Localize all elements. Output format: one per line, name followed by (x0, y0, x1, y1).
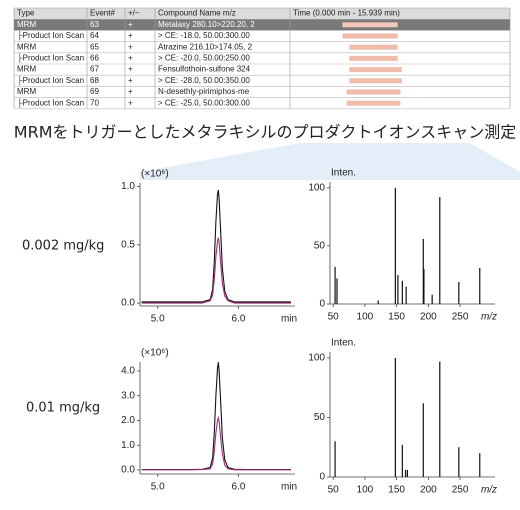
table-cell: 66 (90, 54, 99, 63)
x-axis-label: min (281, 482, 297, 493)
y-tick-label: 4.0 (121, 366, 135, 377)
table-cell: Atrazine 216.10>174.05, 2 (158, 42, 253, 51)
time-window-bar (342, 22, 398, 28)
row-label: 0.01 mg/kg (26, 401, 100, 416)
x-tick-label: 150 (388, 312, 405, 323)
table-header: Type (17, 9, 35, 18)
table-header: Event# (90, 9, 115, 18)
time-window-bar (346, 100, 401, 106)
x-tick-label: 100 (357, 485, 374, 496)
x-tick-label: 6.0 (232, 314, 246, 325)
x-tick-label: 150 (388, 485, 405, 496)
x-tick-label: 5.0 (151, 314, 165, 325)
table-cell: ├Product Ion Scan (17, 53, 84, 64)
table-cell: ├Product Ion Scan (17, 97, 84, 108)
table-cell: + (128, 42, 133, 51)
x-tick-label: 200 (420, 312, 437, 323)
table-cell: Fensulfothoin-sulfone 324 (158, 65, 251, 74)
time-window-bar (349, 78, 402, 84)
x-axis-label: m/z (481, 312, 497, 323)
table-cell: 67 (90, 65, 99, 74)
x-tick-label: 6.0 (232, 482, 246, 493)
table-cell: > CE: -28.0, 50.00:350.00 (158, 76, 250, 85)
y-tick-label: 100 (308, 182, 325, 193)
selected-row (14, 19, 510, 31)
x-tick-label: 5.0 (151, 482, 165, 493)
x-tick-label: 250 (452, 485, 469, 496)
table-cell: 70 (90, 98, 99, 107)
y-tick-label: 100 (308, 353, 325, 364)
x-tick-label: 50 (328, 485, 340, 496)
x-axis-label: min (281, 314, 297, 325)
table-cell: 63 (90, 20, 99, 29)
table-header: +/− (128, 9, 140, 18)
table-cell: > CE: -18.0, 50.00:300.00 (158, 31, 250, 40)
table-cell: ├Product Ion Scan (17, 75, 84, 86)
table-cell: + (128, 20, 133, 29)
y-tick-label: 0.5 (121, 239, 135, 250)
time-window-bar (346, 89, 401, 95)
y-tick-label: 3.0 (121, 390, 135, 401)
table-cell: + (128, 98, 133, 107)
row-label: 0.002 mg/kg (22, 239, 104, 254)
trace (141, 237, 291, 304)
time-window-bar (349, 55, 398, 61)
table-cell: Metalaxy 280.10>220.20, 2 (158, 20, 255, 29)
time-window-bar (342, 33, 398, 39)
y-tick-label: 1.0 (121, 181, 135, 192)
y-tick-label: 0.0 (121, 465, 135, 476)
x-axis-label: m/z (481, 485, 497, 496)
table-cell: > CE: -25.0, 50.00:300.00 (158, 98, 250, 107)
table-cell: + (128, 76, 133, 85)
y-tick-label: 50 (314, 241, 326, 252)
table-cell: 65 (90, 42, 99, 51)
table-header: Time (0.000 min - 15.939 min) (293, 9, 400, 18)
table-cell: 64 (90, 31, 99, 40)
table-cell: > CE: -20.0, 50.00:250.00 (158, 54, 250, 63)
x-tick-label: 100 (357, 312, 374, 323)
trace (141, 415, 291, 471)
table-cell: N-desethly-pirimiphos-me (158, 87, 250, 96)
trace (141, 362, 291, 471)
trace (141, 189, 291, 303)
table-cell: MRM (17, 20, 36, 29)
y-unit-label: (×10⁶) (141, 169, 169, 180)
x-tick-label: 200 (420, 485, 437, 496)
y-tick-label: 2.0 (121, 415, 135, 426)
table-cell: 68 (90, 76, 99, 85)
table-cell: MRM (17, 65, 36, 74)
time-window-bar (349, 67, 402, 73)
table-cell: MRM (17, 42, 36, 51)
highlight-wedge (140, 143, 520, 180)
y-tick-label: 0 (319, 472, 325, 483)
caption: MRMをトリガーとしたメタラキシルのプロダクトイオンスキャン測定 (14, 123, 516, 142)
y-tick-label: 1.0 (121, 440, 135, 451)
table-cell: MRM (17, 87, 36, 96)
y-unit-label: (×10⁶) (141, 348, 169, 359)
table-cell: 69 (90, 87, 99, 96)
table-cell: + (128, 87, 133, 96)
table-cell: + (128, 54, 133, 63)
y-tick-label: 50 (314, 412, 326, 423)
x-tick-label: 50 (328, 312, 340, 323)
table-cell: + (128, 65, 133, 74)
table-header-bg (14, 8, 510, 20)
x-tick-label: 250 (452, 312, 469, 323)
y-unit-label: Inten. (331, 338, 356, 349)
table-cell: ├Product Ion Scan (17, 30, 84, 41)
y-unit-label: Inten. (331, 168, 356, 179)
time-window-bar (349, 44, 398, 50)
table-cell: + (128, 31, 133, 40)
y-tick-label: 0.0 (121, 298, 135, 309)
table-header: Compound Name m/z (158, 9, 236, 18)
y-tick-label: 0 (319, 299, 325, 310)
